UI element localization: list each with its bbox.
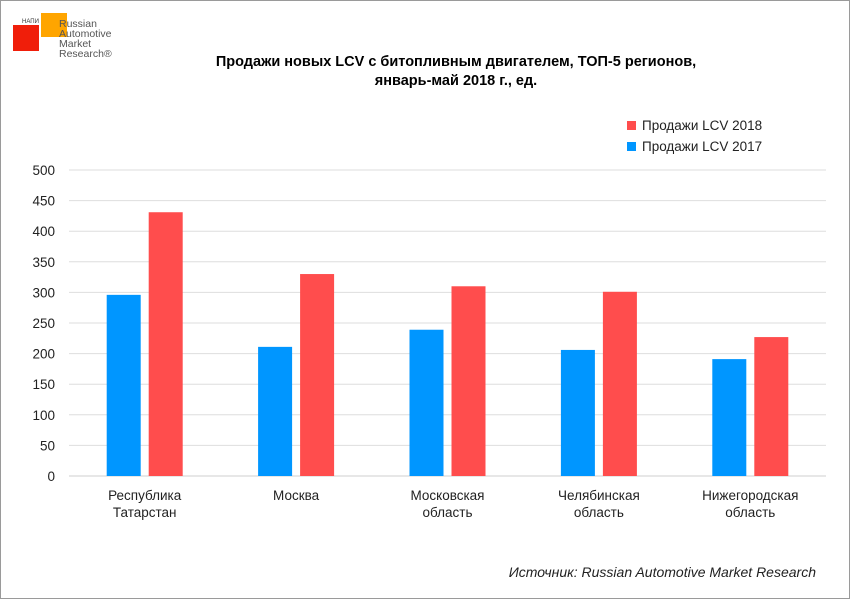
bar-2018 [754, 337, 789, 476]
y-tick-label: 500 [32, 163, 55, 178]
y-tick-label: 50 [40, 438, 55, 453]
logo-text: Russian Automotive Market Research® [59, 18, 112, 60]
y-tick-label: 200 [32, 347, 55, 362]
logo-red-square [13, 25, 39, 51]
x-category-label: область [574, 505, 624, 520]
legend-swatch [627, 142, 636, 151]
y-tick-label: 100 [32, 408, 55, 423]
bar-2017 [258, 346, 293, 476]
source-note: Источник: Russian Automotive Market Rese… [508, 564, 816, 580]
bar-2017 [106, 294, 141, 476]
legend-label: Продажи LCV 2017 [642, 139, 763, 154]
bar-2017 [560, 349, 595, 476]
x-category-label: Челябинская [558, 488, 640, 503]
y-tick-label: 250 [32, 316, 55, 331]
bar-2017 [712, 359, 747, 476]
chart-title-line: январь-май 2018 г., ед. [374, 73, 538, 89]
x-category-label: Москва [273, 488, 320, 503]
bar-2017 [409, 329, 444, 476]
logo-orange-square [41, 13, 67, 37]
legend-item-2017: Продажи LCV 2017 [627, 139, 762, 154]
x-category-label: Татарстан [113, 505, 177, 520]
legend-item-2018: Продажи LCV 2018 [627, 118, 762, 133]
bar-2018 [148, 212, 183, 476]
bar-2018 [602, 291, 637, 476]
y-tick-label: 350 [32, 255, 55, 270]
logo-small-text: НАПИ [22, 19, 39, 25]
x-category-label: Московская [410, 488, 484, 503]
bar-2018 [451, 286, 486, 476]
legend-label: Продажи LCV 2018 [642, 118, 763, 133]
legend-swatch [627, 121, 636, 130]
y-tick-label: 300 [32, 285, 55, 300]
chart-title-line: Продажи новых LCV с битопливным двигател… [215, 54, 697, 70]
chart-title: Продажи новых LCV с битопливным двигател… [151, 53, 761, 91]
x-category-label: Нижегородская [702, 488, 798, 503]
x-category-label: область [423, 505, 473, 520]
y-tick-label: 400 [32, 224, 55, 239]
x-category-label: Республика [108, 488, 182, 503]
x-category-label: область [725, 505, 775, 520]
y-tick-label: 150 [32, 377, 55, 392]
y-tick-label: 0 [47, 469, 55, 484]
logo: НАПИ Russian Automotive Market Research® [11, 11, 121, 81]
bar-2018 [300, 274, 335, 476]
y-tick-label: 450 [32, 194, 55, 209]
